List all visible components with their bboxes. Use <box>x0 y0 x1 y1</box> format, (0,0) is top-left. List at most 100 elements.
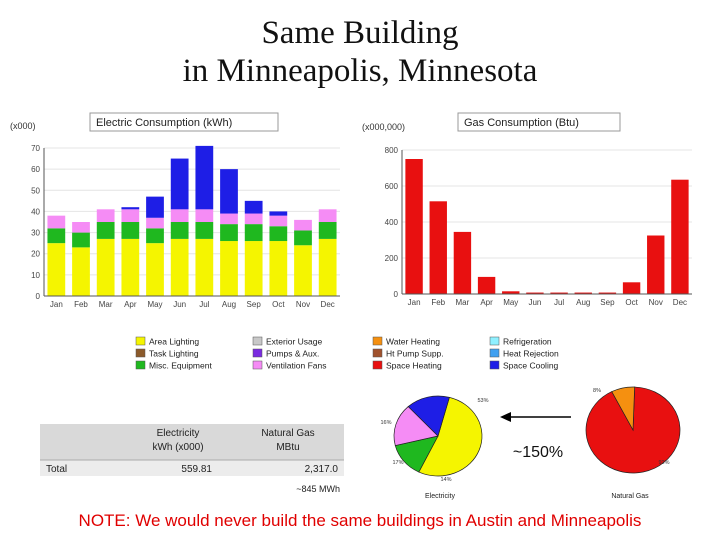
gas-x-tick-label: Sep <box>600 298 615 307</box>
slide-title-line2: in Minneapolis, Minnesota <box>182 53 538 89</box>
pie-slice <box>418 396 483 477</box>
electric-bar-segment <box>47 243 66 296</box>
electric-bar-segment <box>220 241 238 296</box>
electric-x-tick-label: Aug <box>222 300 236 309</box>
electric-bar-segment <box>318 209 337 222</box>
gas-x-tick-label: Jul <box>554 298 564 307</box>
electric-bar-segment <box>72 247 90 296</box>
electric-bar-segment <box>220 169 238 214</box>
table-col2-header-line1: Natural Gas <box>261 428 314 439</box>
electric-bar-segment <box>121 222 140 239</box>
electric-bar-segment <box>195 145 214 210</box>
electric-chart-title: Electric Consumption (kWh) <box>96 117 232 129</box>
electric-bar-segment <box>294 219 312 231</box>
electric-bar-segment <box>318 238 337 296</box>
table-row-label: Total <box>46 464 67 475</box>
legend-swatch <box>372 336 383 346</box>
electric-bar-segment <box>195 238 214 296</box>
legend-swatch <box>489 360 500 370</box>
gas-x-tick-label: Dec <box>673 298 687 307</box>
gas-x-tick-label: Jun <box>528 298 541 307</box>
legend-label: Misc. Equipment <box>149 361 212 371</box>
legend-swatch <box>252 348 263 358</box>
electric-bar-segment <box>220 213 238 225</box>
electric-bar-segment <box>47 228 66 244</box>
electric-y-tick-label: 50 <box>31 186 40 195</box>
legend-swatch <box>135 360 146 370</box>
gas-x-tick-label: Oct <box>625 298 638 307</box>
gas-x-tick-label: Apr <box>480 298 493 307</box>
electric-bar-segment <box>121 209 140 222</box>
pie-slice-label: 17% <box>392 460 403 466</box>
gas-pie: 92% 8% <box>585 386 681 474</box>
electric-bar-segment <box>195 222 214 239</box>
table-row-bg <box>40 460 344 476</box>
legend-label: Pumps & Aux. <box>266 349 319 359</box>
gas-bar <box>526 292 544 294</box>
electric-x-tick-label: Jun <box>173 300 186 309</box>
legend-swatch <box>135 336 146 346</box>
electric-bar-segment <box>72 222 90 233</box>
electric-bar-segment <box>146 243 164 296</box>
gas-x-tick-label: Feb <box>431 298 445 307</box>
electric-bar-segment <box>294 230 312 246</box>
footer-note: NOTE: We would never build the same buil… <box>78 511 642 530</box>
legend-swatch <box>252 336 263 346</box>
electric-x-tick-label: Sep <box>247 300 262 309</box>
electric-title-box <box>89 112 279 132</box>
electric-x-tick-label: Jul <box>199 300 209 309</box>
electric-x-tick-label: Dec <box>321 300 335 309</box>
electric-x-tick-label: Mar <box>99 300 113 309</box>
electric-bar-segment <box>244 213 263 225</box>
electric-bar-segment <box>269 215 288 227</box>
electric-bar-segment <box>269 211 288 216</box>
gas-bar <box>453 231 472 294</box>
pie-slice <box>407 395 450 437</box>
legend-label: Exterior Usage <box>266 337 322 347</box>
electric-y-tick-label: 60 <box>31 165 40 174</box>
electric-x-tick-label: Jan <box>50 300 63 309</box>
legend-label: Heat Rejection <box>503 349 559 359</box>
pie-slice-label: 14% <box>440 477 451 483</box>
gas-bar <box>671 179 689 294</box>
electric-bar-segment <box>244 200 263 214</box>
legend-label: Space Cooling <box>503 361 559 371</box>
table-gas-total: 2,317.0 <box>305 464 339 475</box>
table-footnote: ~845 MWh <box>296 484 340 494</box>
electric-bar-segment <box>96 209 115 222</box>
increase-label: ~150% <box>513 444 563 461</box>
gas-unit-label: (x000,000) <box>362 122 405 132</box>
electric-bar-segment <box>96 238 115 296</box>
gas-y-tick-label: 600 <box>385 182 399 191</box>
gas-chart: (x000,000) Gas Consumption (Btu) 0 200 400… <box>362 112 692 307</box>
electric-x-tick-label: May <box>147 300 162 309</box>
electricity-pie-title: Electricity <box>425 493 455 500</box>
electric-chart: (x000) Electric Consumption (kWh) 0 10 20 3… <box>10 112 340 309</box>
electricity-pie: 53% 14% 17% 16% <box>380 395 489 483</box>
electric-bar-segment <box>269 226 288 242</box>
electric-bar-segment <box>96 222 115 239</box>
electric-unit-label: (x000) <box>10 121 36 131</box>
legend-label: Ventilation Fans <box>266 361 326 371</box>
legend-swatch <box>489 348 500 358</box>
gas-x-tick-label: Aug <box>576 298 590 307</box>
legend-label: Space Heating <box>386 361 442 371</box>
gas-bar <box>574 292 592 294</box>
gas-y-tick-label: 0 <box>394 290 399 299</box>
gas-x-tick-label: Jan <box>408 298 421 307</box>
increase-arrow <box>500 412 571 422</box>
table-header-bg <box>40 424 344 460</box>
electric-bar-segment <box>72 232 90 248</box>
electric-y-tick-label: 40 <box>31 207 40 216</box>
legend-label: Water Heating <box>386 337 440 347</box>
legend: Area Lighting Task Lighting Misc. Equipmen… <box>135 336 559 371</box>
gas-pie-title: Natural Gas <box>611 493 649 500</box>
pie-slice-label: 8% <box>593 388 601 394</box>
electric-y-tick-label: 0 <box>36 292 41 301</box>
legend-swatch <box>252 360 263 370</box>
electric-x-tick-label: Apr <box>124 300 137 309</box>
pie-slice-label: 16% <box>380 420 391 426</box>
legend-swatch <box>372 348 383 358</box>
gas-y-tick-label: 400 <box>385 218 399 227</box>
